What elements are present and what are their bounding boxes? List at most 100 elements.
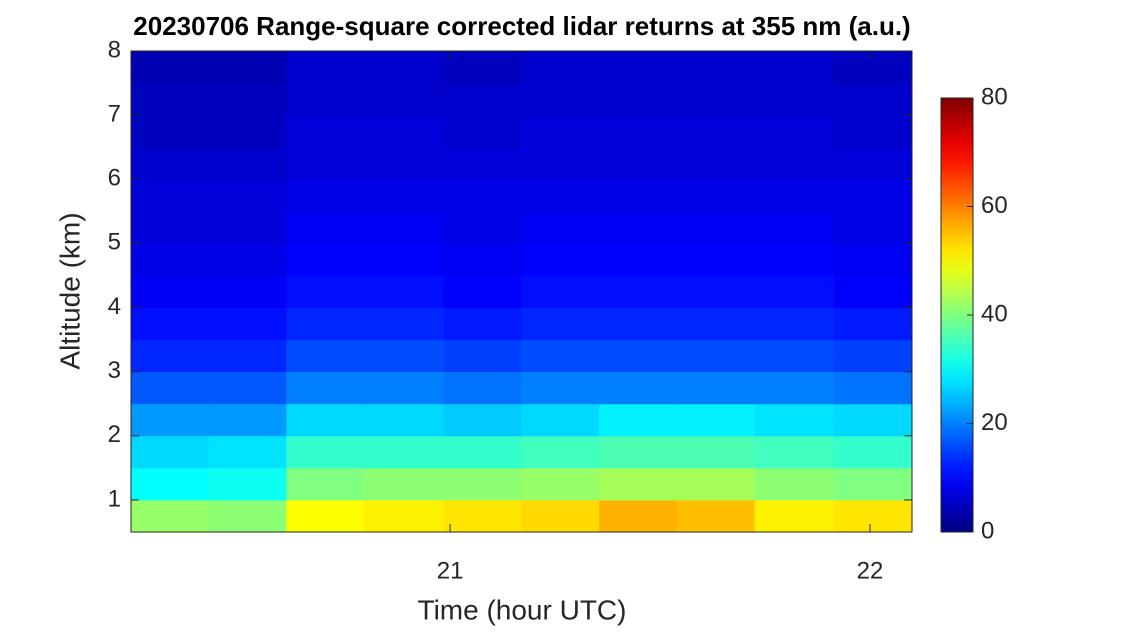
- x-tick-label: 22: [857, 557, 884, 584]
- heatmap-cell: [443, 371, 522, 405]
- heatmap-cell: [599, 371, 678, 405]
- heatmap-cell: [364, 403, 445, 437]
- heatmap-cell: [521, 147, 600, 180]
- heatmap-cell: [676, 435, 756, 469]
- heatmap-cell: [599, 339, 678, 373]
- heatmap-cell: [521, 51, 600, 84]
- heatmap-cell: [443, 179, 522, 212]
- heatmap-cell: [208, 307, 287, 341]
- heatmap-cell: [286, 435, 365, 469]
- heatmap-cell: [834, 435, 913, 469]
- heatmap-cell: [754, 339, 835, 373]
- heatmap-cell: [286, 275, 365, 309]
- heatmap-cell: [521, 467, 600, 501]
- heatmap-cell: [443, 147, 522, 180]
- heatmap-cell: [754, 179, 835, 212]
- heatmap-cell: [131, 307, 210, 341]
- heatmap-cell: [131, 467, 210, 501]
- heatmap-cell: [131, 83, 210, 116]
- heatmap-cell: [754, 51, 835, 84]
- heatmap-cell: [521, 371, 600, 405]
- heatmap-cell: [834, 499, 913, 533]
- heatmap-cell: [599, 147, 678, 180]
- heatmap-cell: [834, 115, 913, 148]
- heatmap-cell: [599, 307, 678, 341]
- heatmap-cell: [131, 179, 210, 212]
- plot-frame: [130, 50, 913, 533]
- heatmap-cell: [208, 371, 287, 405]
- heatmap-cell: [208, 339, 287, 373]
- heatmap-cell: [676, 83, 756, 116]
- heatmap-cell: [676, 115, 756, 148]
- heatmap-cell: [286, 243, 365, 276]
- heatmap-cell: [286, 403, 365, 437]
- heatmap-cell: [364, 499, 445, 533]
- heatmap-cell: [364, 83, 445, 116]
- x-axis-label: Time (hour UTC): [418, 594, 627, 625]
- heatmap-cell: [208, 243, 287, 276]
- heatmap-cell: [443, 435, 522, 469]
- heatmap-cell: [364, 179, 445, 212]
- heatmap-cell: [131, 403, 210, 437]
- heatmap-cell: [754, 147, 835, 180]
- heatmap-cell: [208, 467, 287, 501]
- heatmap-cell: [834, 403, 913, 437]
- heatmap-cell: [521, 499, 600, 533]
- heatmap-cell: [754, 435, 835, 469]
- heatmap-cell: [599, 403, 678, 437]
- heatmap-cell: [443, 339, 522, 373]
- y-tick-label: 4: [108, 293, 121, 320]
- y-tick-label: 8: [108, 36, 121, 63]
- heatmap-cell: [286, 179, 365, 212]
- heatmap-cell: [754, 83, 835, 116]
- heatmap-cell: [286, 147, 365, 180]
- heatmap-cell: [599, 275, 678, 309]
- heatmap-cell: [754, 467, 835, 501]
- heatmap-cell: [208, 115, 287, 148]
- heatmap-cell: [754, 211, 835, 244]
- heatmap-cell: [834, 211, 913, 244]
- heatmap-cell: [364, 243, 445, 276]
- heatmap-cell: [286, 115, 365, 148]
- heatmap-cell: [443, 499, 522, 533]
- heatmap-cell: [443, 275, 522, 309]
- colorbar-tick-label: 60: [981, 192, 1008, 219]
- heatmap-cell: [676, 147, 756, 180]
- colorbar-tick-label: 20: [981, 409, 1008, 436]
- heatmap-cell: [676, 339, 756, 373]
- heatmap-cell: [521, 243, 600, 276]
- y-tick-label: 6: [108, 165, 121, 192]
- heatmap-cell: [754, 243, 835, 276]
- heatmap-cell: [364, 307, 445, 341]
- y-tick-label: 1: [108, 485, 121, 512]
- heatmap-cell: [131, 243, 210, 276]
- heatmap-cell: [364, 211, 445, 244]
- y-tick-label: 3: [108, 357, 121, 384]
- heatmap-cell: [599, 115, 678, 148]
- heatmap-cell: [443, 403, 522, 437]
- heatmap-cell: [521, 211, 600, 244]
- heatmap-cell: [208, 499, 287, 533]
- heatmap-cell: [286, 307, 365, 341]
- heatmap-cell: [754, 307, 835, 341]
- heatmap-cell: [599, 179, 678, 212]
- heatmap-cell: [834, 275, 913, 309]
- heatmap-cell: [286, 499, 365, 533]
- x-tick-label: 21: [437, 557, 464, 584]
- heatmap-cell: [834, 179, 913, 212]
- heatmap-cell: [676, 467, 756, 501]
- heatmap-cell: [208, 435, 287, 469]
- heatmap-cells: [131, 51, 913, 533]
- heatmap-cell: [521, 403, 600, 437]
- y-tick-label: 5: [108, 229, 121, 256]
- heatmap-cell: [208, 403, 287, 437]
- heatmap-cell: [286, 371, 365, 405]
- heatmap-cell: [286, 211, 365, 244]
- heatmap-cell: [521, 115, 600, 148]
- heatmap-cell: [834, 371, 913, 405]
- heatmap-cell: [364, 371, 445, 405]
- heatmap-cell: [208, 179, 287, 212]
- heatmap-cell: [364, 115, 445, 148]
- heatmap-cell: [676, 371, 756, 405]
